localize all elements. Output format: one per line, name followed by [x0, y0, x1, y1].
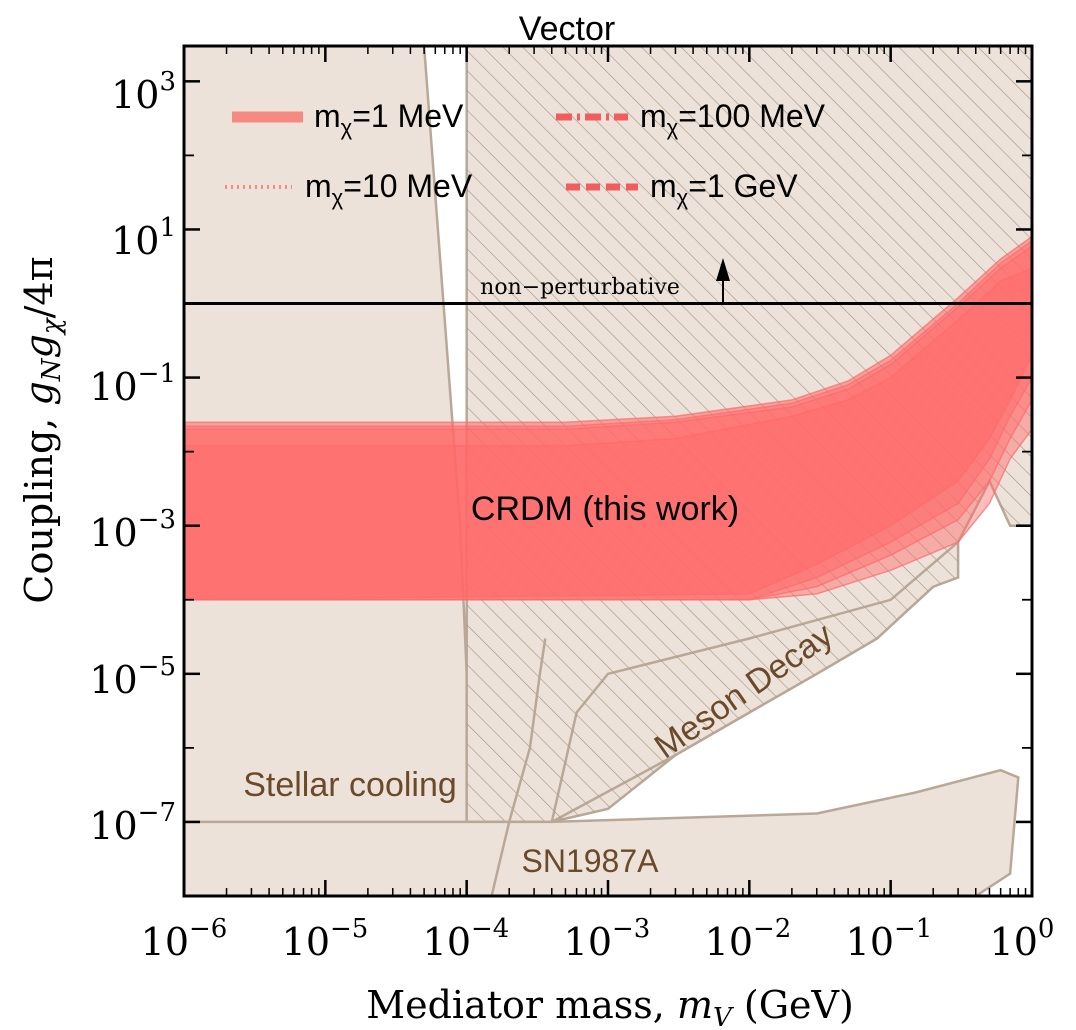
up-arrow-icon [716, 258, 730, 303]
y-tick-label: 103 [111, 67, 176, 117]
band-m-10-mev [184, 244, 1032, 601]
crdm-label: CRDM (this work) [471, 490, 739, 528]
crdm-bands [184, 235, 1032, 601]
sn1987a-region [184, 768, 1020, 896]
non-perturbative-label: non−perturbative [480, 275, 680, 300]
band-m-1-gev [184, 235, 1032, 601]
y-tick-label: 101 [111, 213, 176, 263]
x-tick-label: 10−6 [141, 914, 228, 964]
bound-curve-line [490, 638, 547, 896]
svg-text:mχ=100 MeV: mχ=100 MeV [640, 98, 826, 140]
y-tick-labels: 10−7 10−5 10−3 10−1 101 103 [89, 67, 176, 848]
x-axis-label: Mediator mass, mV (GeV) [366, 983, 854, 1030]
band-m-100-mev [184, 239, 1032, 601]
x-tick-label: 10−5 [282, 914, 369, 964]
x-tick-label: 10−1 [846, 914, 933, 964]
svg-text:mχ=10 MeV: mχ=10 MeV [305, 168, 473, 210]
x-tick-label: 10−2 [705, 914, 792, 964]
legend-item-1gev: mχ=1 GeV [566, 168, 798, 210]
x-tick-labels: 10−6 10−5 10−4 10−3 10−2 10−1 100 [141, 914, 1055, 964]
svg-text:mχ=1 MeV: mχ=1 MeV [314, 98, 464, 140]
y-axis-label: Coupling, gNgχ/4π [17, 256, 67, 603]
legend-item-10mev: mχ=10 MeV [225, 168, 473, 210]
y-tick-label: 10−7 [89, 798, 176, 848]
legend: mχ=1 MeV mχ=100 MeV mχ=10 MeV mχ=1 GeV [225, 98, 826, 210]
y-tick-label: 10−5 [89, 652, 176, 702]
band-m-1-mev [184, 267, 1032, 601]
x-tick-label: 10−3 [564, 914, 651, 964]
meson-hatch [551, 542, 959, 822]
chart-title: Vector [519, 10, 615, 48]
svg-text:mχ=1 GeV: mχ=1 GeV [650, 168, 798, 210]
sn1987a-label: SN1987A [522, 843, 660, 879]
legend-item-1mev: mχ=1 MeV [232, 98, 464, 140]
y-tick-label: 10−1 [89, 359, 176, 409]
x-tick-label: 10−4 [423, 914, 510, 964]
legend-item-100mev: mχ=100 MeV [556, 98, 826, 140]
stellar-cooling-label: Stellar cooling [243, 766, 457, 804]
x-tick-label: 100 [990, 914, 1055, 964]
y-tick-label: 10−3 [89, 505, 176, 555]
axis-ticks [182, 46, 1034, 897]
